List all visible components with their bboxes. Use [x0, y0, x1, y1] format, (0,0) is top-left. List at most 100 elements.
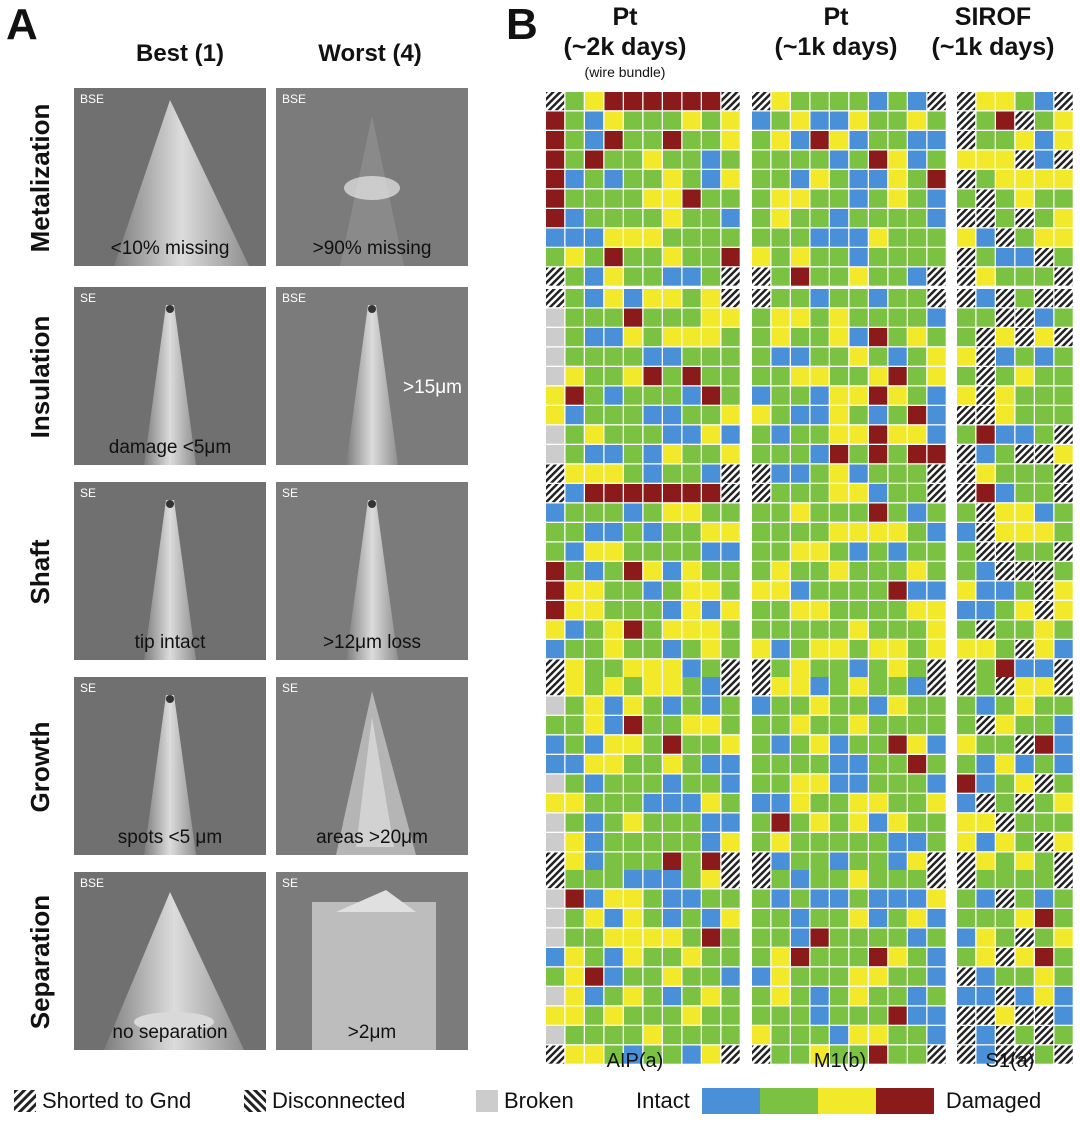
electrode-cell — [663, 267, 682, 286]
electrode-cell — [604, 794, 623, 813]
electrode-cell — [585, 716, 604, 735]
electrode-cell — [565, 406, 584, 425]
electrode-cell — [682, 659, 701, 678]
electrode-cell — [604, 677, 623, 696]
electrode-cell — [702, 562, 721, 581]
electrode-cell — [624, 484, 643, 503]
electrode-cell — [791, 640, 810, 659]
electrode-cell — [869, 1026, 888, 1045]
electrode-cell — [908, 367, 927, 386]
electrode-cell — [888, 367, 907, 386]
electrode-cell-shorted — [1015, 1045, 1034, 1064]
electrode-cell — [1015, 889, 1034, 908]
electrode-cell — [908, 484, 927, 503]
electrode-cell — [908, 542, 927, 561]
electrode-cell — [976, 909, 995, 928]
electrode-cell — [908, 248, 927, 267]
electrode-cell — [624, 267, 643, 286]
electrode-cell — [682, 386, 701, 405]
electrode-cell — [830, 794, 849, 813]
electrode-cell — [976, 267, 995, 286]
electrode-cell — [643, 562, 662, 581]
electrode-cell — [888, 601, 907, 620]
electrode-cell — [682, 1045, 701, 1064]
electrode-cell — [682, 813, 701, 832]
electrode-cell — [624, 620, 643, 639]
electrode-cell — [663, 562, 682, 581]
imaging-mode-label: SE — [282, 876, 299, 890]
electrode-cell — [849, 833, 868, 852]
electrode-cell — [927, 1006, 946, 1025]
electrode-cell — [771, 367, 790, 386]
electrode-cell-shorted — [1015, 150, 1034, 169]
electrode-cell — [1035, 696, 1054, 715]
electrode-cell-shorted — [996, 813, 1015, 832]
electrode-cell — [927, 111, 946, 130]
electrode-cell — [604, 92, 623, 111]
electrode-cell — [585, 308, 604, 327]
electrode-cell — [604, 248, 623, 267]
electrode-cell — [752, 696, 771, 715]
electrode-cell — [830, 735, 849, 754]
electrode-cell-shorted — [996, 889, 1015, 908]
electrode-cell — [624, 928, 643, 947]
electrode-cell — [604, 813, 623, 832]
electrode-cell — [682, 170, 701, 189]
electrode-cell — [810, 542, 829, 561]
electrode-cell — [957, 948, 976, 967]
electrode-cell — [996, 189, 1015, 208]
electrode-cell — [643, 131, 662, 150]
electrode-cell — [791, 774, 810, 793]
electrode-cell — [682, 131, 701, 150]
electrode-cell — [643, 696, 662, 715]
electrode-cell — [1015, 347, 1034, 366]
electrode-cell — [624, 716, 643, 735]
electrode-cell — [957, 889, 976, 908]
electrode-cell — [927, 170, 946, 189]
electrode-cell — [604, 755, 623, 774]
electrode-cell — [624, 677, 643, 696]
electrode-cell — [546, 948, 565, 967]
electrode-cell — [996, 967, 1015, 986]
electrode-cell — [830, 755, 849, 774]
electrode-cell — [624, 1006, 643, 1025]
electrode-cell — [927, 889, 946, 908]
electrode-cell-shorted — [927, 1045, 946, 1064]
electrode-cell — [771, 794, 790, 813]
electrode-cell — [624, 1026, 643, 1045]
electrode-cell — [957, 833, 976, 852]
electrode-cell — [624, 870, 643, 889]
electrode-cell — [957, 716, 976, 735]
imaging-mode-label: BSE — [80, 876, 105, 890]
electrode-cell — [604, 581, 623, 600]
electrode-cell — [565, 150, 584, 169]
electrode-cell — [830, 659, 849, 678]
electrode-cell — [771, 967, 790, 986]
electrode-cell — [996, 503, 1015, 522]
electrode-cell — [996, 464, 1015, 483]
sem-image-separation-best: BSE no separation — [74, 872, 266, 1050]
electrode-cell-shorted — [976, 189, 995, 208]
electrode-cell — [565, 813, 584, 832]
electrode-cell — [927, 967, 946, 986]
electrode-cell — [957, 987, 976, 1006]
electrode-cell — [810, 677, 829, 696]
electrode-cell — [888, 813, 907, 832]
electrode-cell — [976, 677, 995, 696]
electrode-cell — [1015, 484, 1034, 503]
electrode-cell — [888, 1006, 907, 1025]
electrode-cell — [1015, 386, 1034, 405]
electrode-cell — [624, 150, 643, 169]
electrode-cell — [888, 308, 907, 327]
electrode-cell — [1054, 562, 1073, 581]
electrode-cell-shorted — [1035, 289, 1054, 308]
electrode-cell — [957, 794, 976, 813]
electrode-cell — [585, 92, 604, 111]
electrode-cell-shorted — [1035, 601, 1054, 620]
electrode-cell-shorted — [976, 794, 995, 813]
electrode-cell — [908, 1026, 927, 1045]
electrode-cell — [908, 755, 927, 774]
disconnected-hatch-icon — [244, 1090, 266, 1112]
electrode-cell — [771, 464, 790, 483]
electrode-cell — [957, 150, 976, 169]
